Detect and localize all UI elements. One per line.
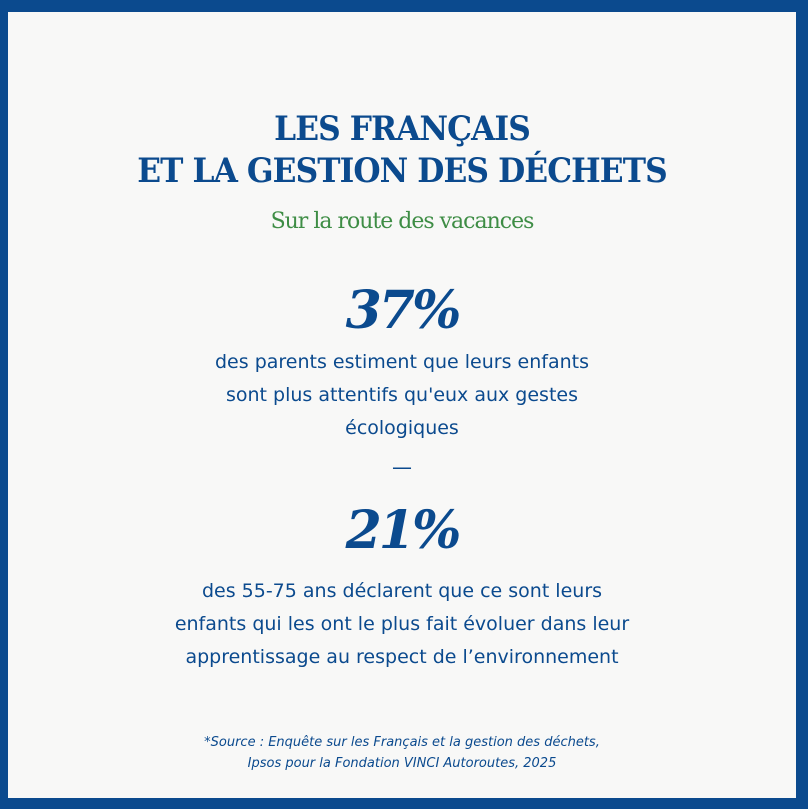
source-line: Ipsos pour la Fondation VINCI Autoroutes… (247, 756, 557, 771)
subtitle: Sur la route des vacances (270, 209, 535, 234)
separator: — (392, 455, 412, 479)
stat-description-1: des parents estiment que leurs enfants s… (8, 346, 796, 445)
stat-line: des parents estiment que leurs enfants (215, 351, 589, 373)
stat-line: écologiques (345, 417, 459, 439)
source-line: *Source : Enquête sur les Français et la… (204, 735, 600, 750)
source-note: *Source : Enquête sur les Français et la… (8, 732, 796, 774)
stat-line: enfants qui les ont le plus fait évoluer… (174, 613, 630, 635)
stat-line: des 55-75 ans déclarent que ce sont leur… (201, 580, 603, 602)
stat-value-1: 37% (345, 280, 462, 341)
stat-value-2: 21% (345, 500, 462, 561)
title-line: ET LA GESTION DES DÉCHETS (137, 151, 667, 191)
stat-line: sont plus attentifs qu'eux aux gestes (225, 384, 578, 406)
page-title: LES FRANÇAIS ET LA GESTION DES DÉCHETS (40, 108, 765, 192)
stat-line: apprentissage au respect de l’environnem… (185, 646, 619, 668)
stat-description-2: des 55-75 ans déclarent que ce sont leur… (8, 575, 796, 674)
title-line: LES FRANÇAIS (274, 109, 531, 149)
